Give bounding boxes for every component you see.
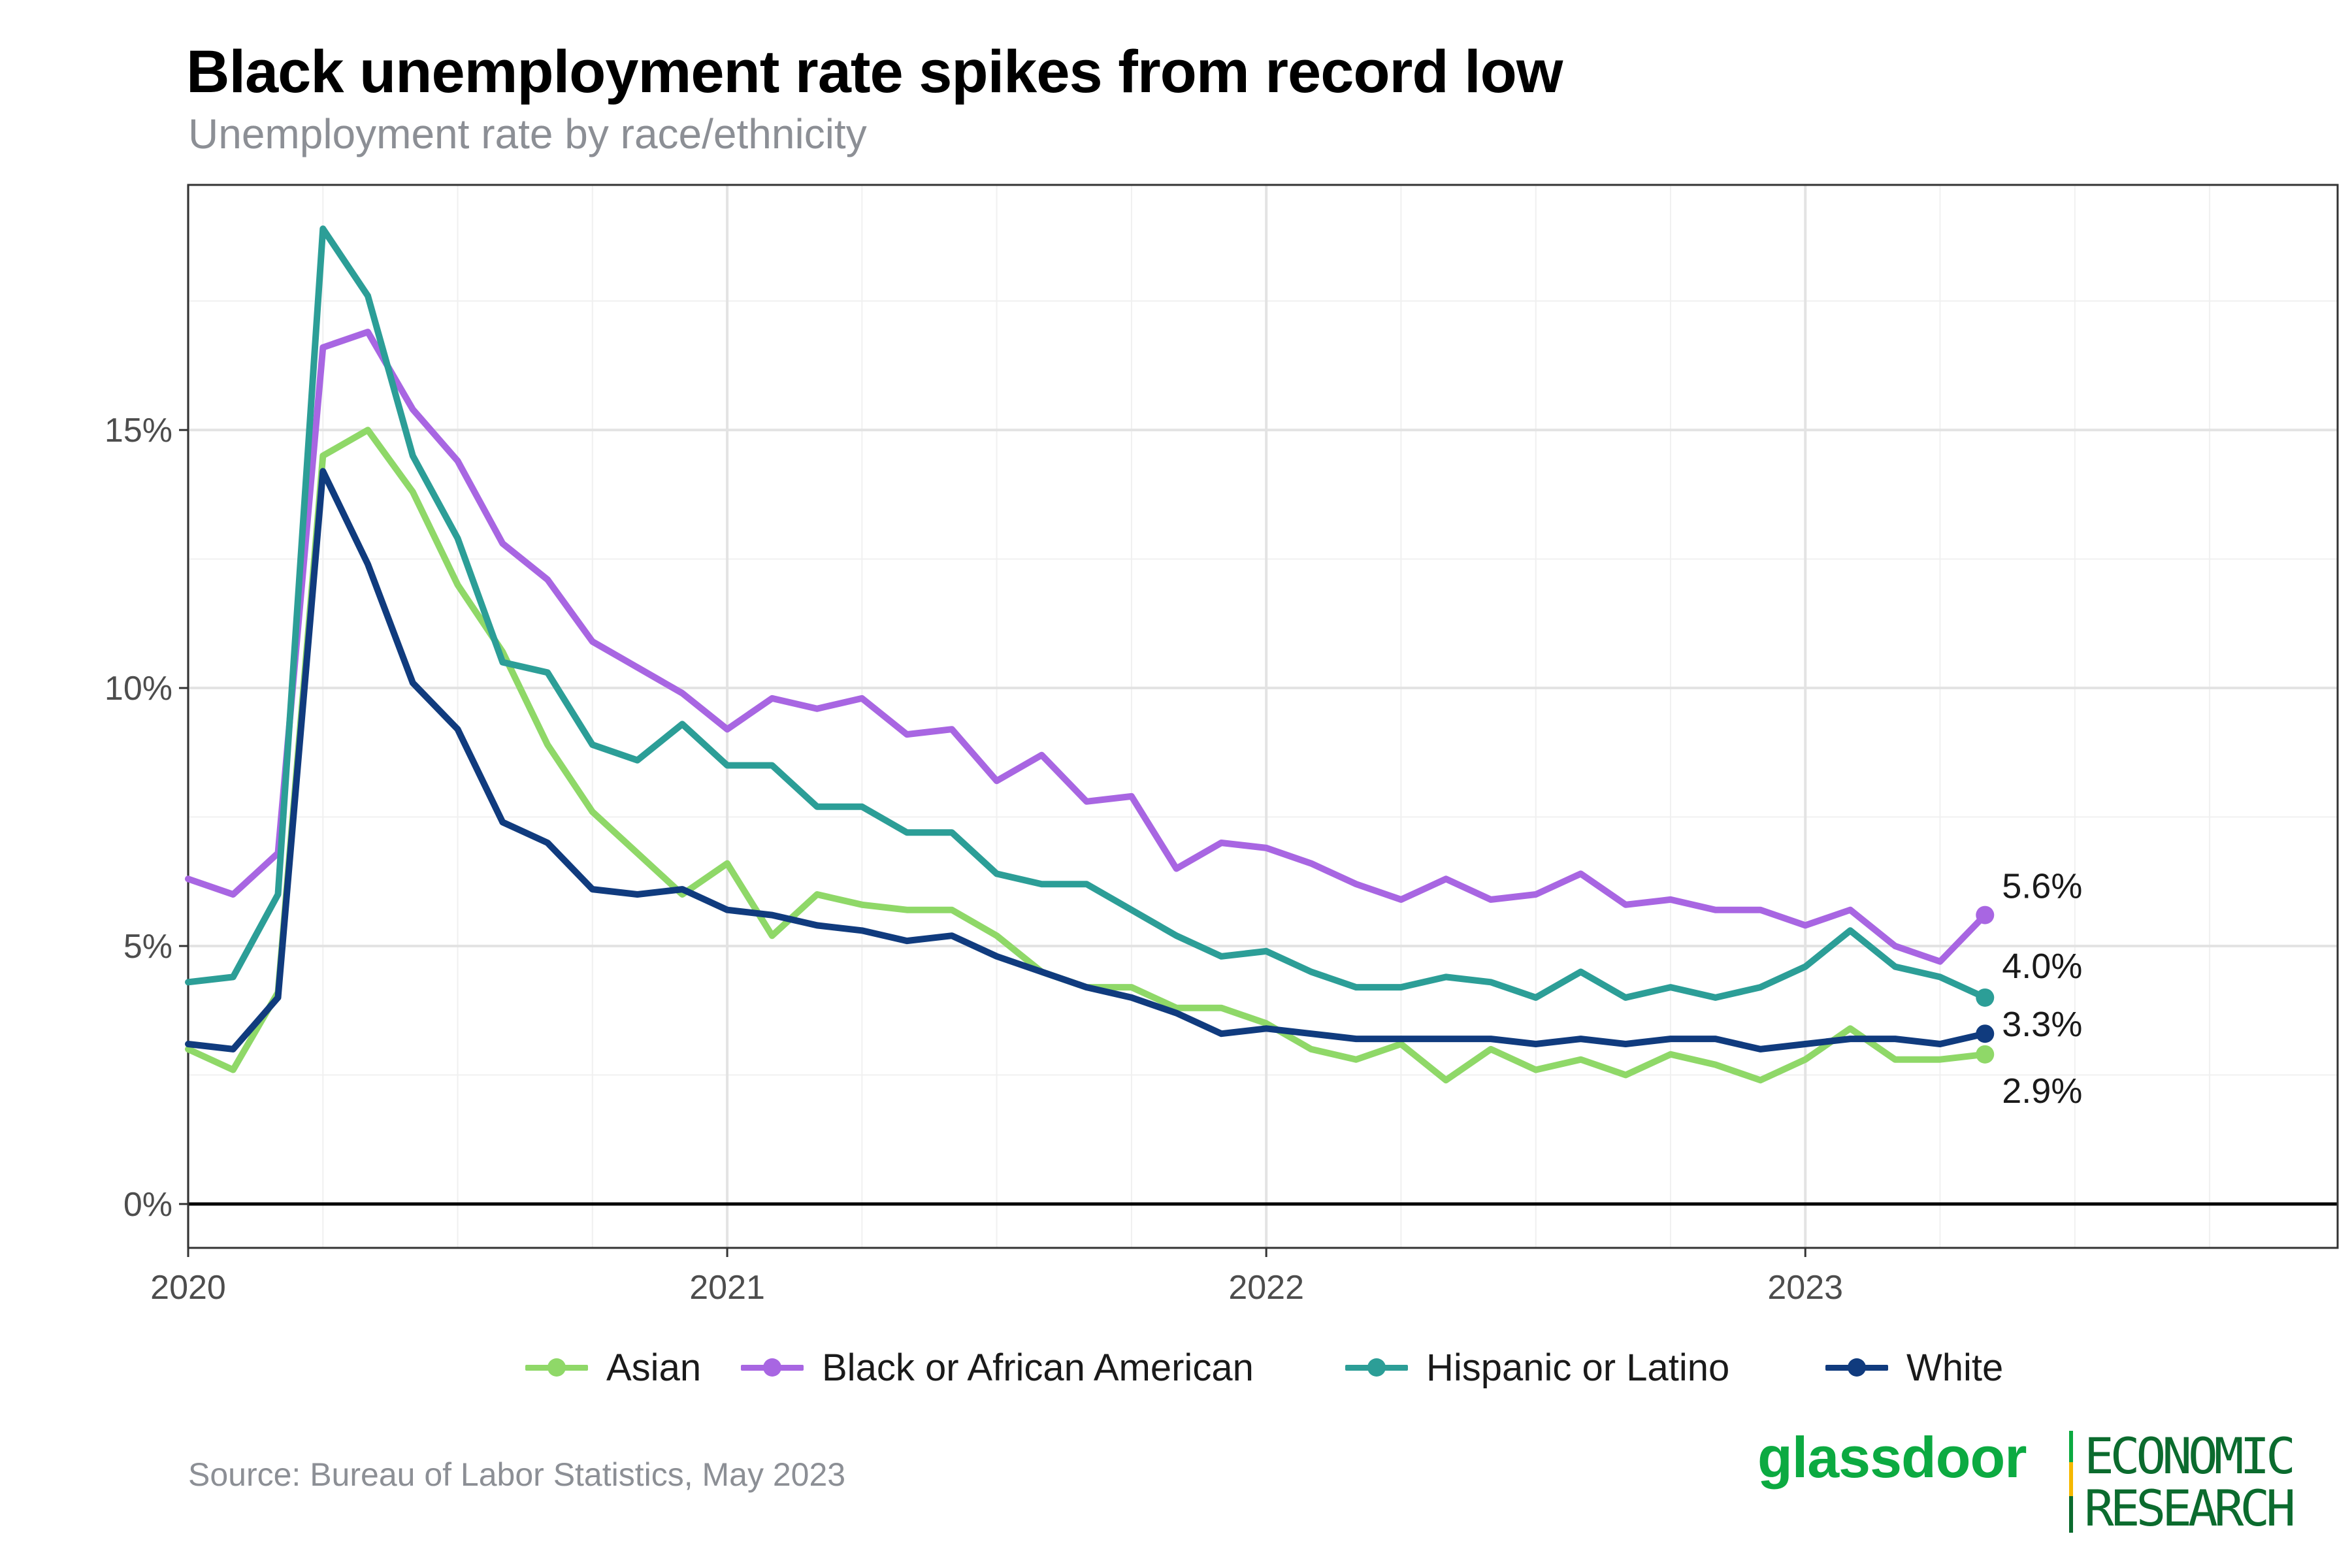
series-end-label: 2.9%	[2002, 1071, 2082, 1111]
plot-border	[187, 184, 2339, 1249]
series-end-label: 4.0%	[2002, 947, 2082, 986]
legend-item: Black or African American	[738, 1338, 1254, 1397]
series-end-point	[1976, 1045, 1995, 1064]
y-tick-label: 5%	[123, 928, 172, 966]
series-end-label: 5.6%	[2002, 867, 2082, 906]
x-tick-label: 2023	[1767, 1269, 1843, 1307]
glassdoor-wordmark: glassdoor	[1757, 1425, 2027, 1490]
logo-text-economic: ECONOMIC	[2084, 1427, 2296, 1485]
logo-divider-accent	[2069, 1462, 2073, 1496]
x-tick-label: 2022	[1228, 1269, 1304, 1307]
series-line-white	[185, 468, 1989, 1053]
legend-swatch	[1343, 1338, 1411, 1397]
series-end-point	[1976, 1024, 1995, 1043]
logo-divider-lower	[2069, 1496, 2073, 1533]
chart-subtitle: Unemployment rate by race/ethnicity	[188, 110, 867, 157]
legend-swatch	[738, 1338, 806, 1397]
legend-swatch	[523, 1338, 591, 1397]
series-end-label: 3.3%	[2002, 1005, 2082, 1044]
logo-divider	[2069, 1431, 2073, 1462]
x-tick-label: 2021	[689, 1269, 765, 1307]
source-note: Source: Bureau of Labor Statistics, May …	[188, 1456, 846, 1493]
legend-label: Hispanic or Latino	[1426, 1346, 1730, 1389]
legend-swatch	[1823, 1338, 1891, 1397]
series-line-hispanic-or-latino	[185, 225, 1989, 1001]
y-tick-label: 0%	[123, 1186, 172, 1224]
series-end-point	[1976, 906, 1995, 924]
legend-item: Hispanic or Latino	[1343, 1338, 1729, 1397]
chart-legend: Asian Black or African American Hispanic o…	[0, 1338, 2352, 1397]
legend-label: Asian	[606, 1346, 702, 1389]
x-tick-label: 2020	[150, 1269, 226, 1307]
series-end-point	[1976, 988, 1995, 1007]
y-tick-label: 15%	[105, 412, 172, 449]
legend-item: White	[1823, 1338, 2003, 1397]
chart-title: Black unemployment rate spikes from reco…	[186, 39, 1563, 105]
series-line-black-or-african-american	[185, 329, 1989, 965]
legend-item: Asian	[523, 1338, 701, 1397]
glassdoor-economic-research-logo: glassdoor ECONOMIC RESEARCH	[1757, 1418, 2319, 1542]
legend-label: White	[1906, 1346, 2004, 1389]
logo-text-research: RESEARCH	[2084, 1479, 2296, 1537]
legend-label: Black or African American	[822, 1346, 1254, 1389]
y-tick-label: 10%	[105, 670, 172, 708]
